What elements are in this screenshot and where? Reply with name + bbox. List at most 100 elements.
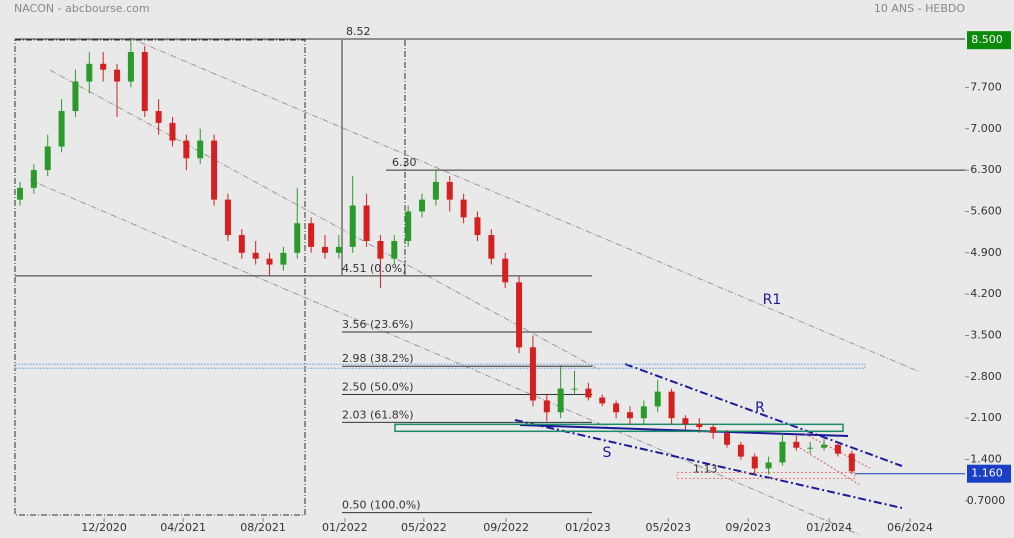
y-tick-label: 4.200 <box>970 287 1002 300</box>
candle-body <box>751 456 758 469</box>
last-price-label: 1.160 <box>971 467 1003 480</box>
chart-title: NACON - abcbourse.com <box>14 2 150 15</box>
candle-body <box>16 187 23 200</box>
resistance <box>624 363 903 467</box>
candle-body <box>321 246 328 253</box>
y-tick-label: 7.700 <box>970 80 1002 93</box>
y-tick-label: 0.7000 <box>967 494 1006 507</box>
trend-line <box>519 424 849 437</box>
support-band <box>676 471 856 479</box>
candle-body <box>502 258 509 283</box>
fib-label: 2.98 (38.2%) <box>342 352 414 365</box>
channel-top <box>129 37 921 373</box>
level-label: 8.52 <box>346 25 371 38</box>
candle-body <box>252 252 259 259</box>
high-marker-label: 8.500 <box>971 33 1003 46</box>
support <box>514 419 903 509</box>
candle-body <box>737 444 744 457</box>
trend-label: R1 <box>763 292 782 308</box>
candle-body <box>488 235 495 259</box>
x-tick-label: 12/2020 <box>81 521 127 534</box>
candle-body <box>224 199 231 236</box>
fib-label: 4.51 (0.0%) <box>342 262 407 275</box>
candle-body <box>474 217 481 236</box>
fib-band <box>14 363 866 369</box>
x-tick-label: 06/2024 <box>887 521 933 534</box>
x-tick-label: 09/2023 <box>725 521 771 534</box>
y-tick-label: 7.000 <box>970 122 1002 135</box>
candle-body <box>349 205 356 247</box>
x-tick-label: 08/2021 <box>240 521 286 534</box>
candle-body <box>419 199 426 212</box>
candle-body <box>724 432 731 445</box>
candle-body <box>335 246 342 253</box>
candle-body <box>793 441 800 448</box>
y-tick-label: 3.500 <box>970 328 1002 341</box>
candle-body <box>266 258 273 265</box>
x-tick-label: 01/2022 <box>322 521 368 534</box>
candle-body <box>405 211 412 241</box>
candle-body <box>114 69 121 82</box>
channel-bottom <box>29 179 861 536</box>
candle-body <box>626 412 633 419</box>
candle-body <box>377 240 384 259</box>
last-price-box <box>967 464 1011 483</box>
candle-body <box>557 388 564 413</box>
fib-zone <box>394 423 844 433</box>
candle-body <box>585 388 592 398</box>
candle-body <box>294 223 301 253</box>
candle-body <box>710 427 717 433</box>
candle-body <box>72 81 79 112</box>
candle-body <box>821 444 828 448</box>
candle-body <box>571 388 578 390</box>
candle-body <box>668 391 675 419</box>
drawings <box>14 37 921 536</box>
trend-label: R <box>755 400 765 416</box>
candle-body <box>848 453 855 472</box>
candle-body <box>58 111 65 147</box>
candle-body <box>141 51 148 112</box>
candle-body <box>640 406 647 419</box>
candle-body <box>432 181 439 200</box>
y-tick-label: 4.900 <box>970 246 1002 259</box>
candle-body <box>44 146 51 171</box>
trend-label: S <box>603 445 612 461</box>
candle-body <box>779 441 786 463</box>
channel-mid <box>49 69 601 371</box>
candle-body <box>682 418 689 425</box>
level-label: 1.13 <box>693 462 718 475</box>
y-tick-label: 5.600 <box>970 204 1002 217</box>
fib-label: 3.56 (23.6%) <box>342 318 414 331</box>
x-tick-label: 01/2024 <box>806 521 852 534</box>
chart-subtitle: 10 ANS - HEBDO <box>874 2 965 15</box>
candle-body <box>516 282 523 348</box>
candle-body <box>460 199 467 218</box>
range-box <box>14 39 306 516</box>
candle-body <box>765 462 772 469</box>
high-marker <box>967 31 1011 50</box>
x-tick-label: 01/2023 <box>565 521 611 534</box>
fib-label: 0.50 (100.0%) <box>342 499 421 512</box>
candle-body <box>211 140 218 200</box>
candle-body <box>183 140 190 159</box>
candle-body <box>155 111 162 123</box>
candle-body <box>599 397 606 404</box>
y-tick-label: 1.400 <box>970 453 1002 466</box>
candle-body <box>169 122 176 141</box>
candle-body <box>308 223 315 247</box>
candle-body <box>238 235 245 253</box>
candle-body <box>446 181 453 200</box>
candle-body <box>363 205 370 241</box>
fib-label: 2.03 (61.8%) <box>342 408 414 421</box>
x-tick-label: 04/2021 <box>160 521 206 534</box>
candle-body <box>30 170 37 188</box>
level-label: 6.30 <box>392 156 417 169</box>
candle-body <box>197 140 204 159</box>
fib-label: 2.50 (50.0%) <box>342 381 414 394</box>
candle-body <box>529 347 536 401</box>
x-tick-label: 09/2022 <box>483 521 529 534</box>
candle-body <box>834 444 841 454</box>
y-tick-label: 2.800 <box>970 370 1002 383</box>
x-tick-label: 05/2023 <box>645 521 691 534</box>
